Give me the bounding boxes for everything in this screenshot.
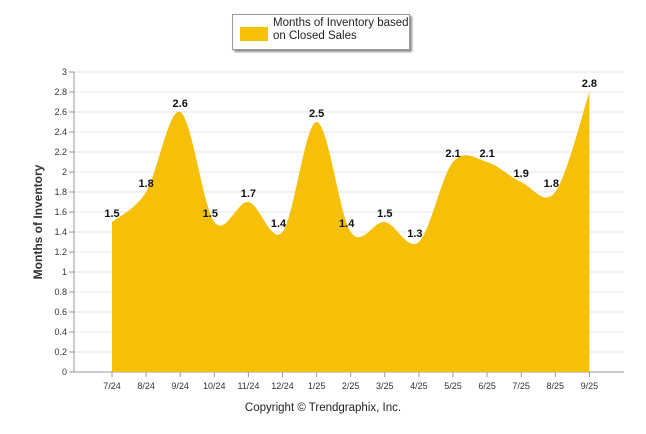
x-tick-label: 3/25 [376, 381, 394, 391]
y-tick-label: 0.2 [54, 347, 67, 357]
y-axis-title: Months of Inventory [31, 164, 45, 279]
data-label: 1.5 [104, 208, 119, 220]
data-label: 2.5 [309, 108, 324, 120]
copyright-text: Copyright © Trendgraphix, Inc. [244, 402, 402, 414]
data-label: 2.1 [479, 148, 494, 160]
y-tick-label: 0 [62, 367, 67, 377]
y-tick-label: 1.8 [54, 187, 67, 197]
legend: Months of Inventory based on Closed Sale… [232, 14, 410, 50]
data-label: 1.4 [271, 218, 287, 230]
x-tick-label: 4/25 [410, 381, 428, 391]
legend-label: Months of Inventory based on Closed Sale… [273, 17, 409, 42]
data-label: 1.4 [339, 218, 355, 230]
y-tick-label: 3 [62, 67, 67, 77]
data-labels: 1.5 1.8 2.6 1.5 1.7 1.4 2.5 1.4 1.5 1.3 2.1 2.1 1.9 1… [104, 78, 597, 243]
x-tick-label: 7/25 [512, 381, 530, 391]
x-tick-label: 6/25 [478, 381, 496, 391]
data-label: 2.1 [445, 148, 460, 160]
x-tick-label: 2/25 [342, 381, 360, 391]
x-tick-label: 5/25 [444, 381, 462, 391]
x-tick-label: 9/25 [581, 381, 599, 391]
data-label: 1.3 [407, 228, 422, 240]
y-tick-label: 1.6 [54, 207, 67, 217]
y-tick-label: 0.6 [54, 307, 67, 317]
data-label: 1.7 [241, 188, 256, 200]
legend-swatch [240, 27, 268, 41]
x-tick-label: 10/24 [203, 381, 226, 391]
x-tick-label: 8/25 [547, 381, 565, 391]
data-label: 1.5 [377, 208, 392, 220]
data-label: 1.5 [203, 208, 218, 220]
x-tick-label: 8/24 [137, 381, 155, 391]
y-tick-label: 0.8 [54, 287, 67, 297]
x-tick-label: 11/24 [237, 381, 259, 391]
x-tick-label: 9/24 [171, 381, 189, 391]
x-tick-label: 7/24 [103, 381, 121, 391]
x-tick-label: 12/24 [271, 381, 294, 391]
x-tick-label: 1/25 [308, 381, 326, 391]
y-tick-label: 1.4 [54, 227, 67, 237]
y-tick-label: 0.4 [54, 327, 67, 337]
y-tick-label: 2 [62, 167, 67, 177]
data-label: 1.9 [514, 168, 529, 180]
data-label: 2.8 [582, 78, 597, 90]
y-tick-label: 2.6 [54, 107, 67, 117]
y-tick-label: 2.8 [54, 87, 67, 97]
x-axis-ticks: 7/24 8/24 9/24 10/24 11/24 12/24 1/25 2/25 3/25 4… [103, 372, 598, 391]
data-label: 1.8 [544, 178, 559, 190]
y-tick-label: 1.2 [54, 247, 67, 257]
data-label: 1.8 [138, 178, 153, 190]
y-tick-label: 2.4 [54, 127, 67, 137]
y-tick-label: 2.2 [54, 147, 67, 157]
data-label: 2.6 [173, 98, 188, 110]
y-tick-label: 1 [62, 267, 67, 277]
